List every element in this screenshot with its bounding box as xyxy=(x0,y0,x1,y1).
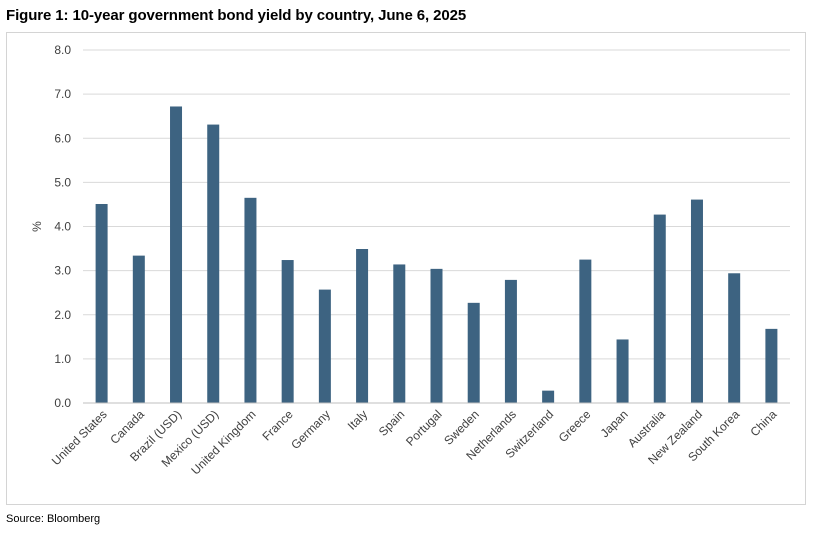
y-tick-label: 0.0 xyxy=(54,396,71,410)
y-axis-label: % xyxy=(30,221,44,232)
y-tick-label: 5.0 xyxy=(54,175,71,189)
x-category-label: Spain xyxy=(376,407,408,439)
bar xyxy=(504,279,517,403)
y-tick-label: 1.0 xyxy=(54,352,71,366)
bar xyxy=(207,124,220,403)
bar xyxy=(690,199,703,403)
y-tick-label: 6.0 xyxy=(54,131,71,145)
x-category-label: United Kingdom xyxy=(188,407,258,477)
bar xyxy=(393,264,406,403)
bar-chart: 0.0 1.0 2.0 3.0 4.0 5.0 6.0 7.0 8.0 % United Sta… xyxy=(30,43,790,478)
bars xyxy=(95,106,778,403)
bar xyxy=(579,259,592,403)
bar xyxy=(170,106,183,403)
source-note: Source: Bloomberg xyxy=(6,513,101,525)
y-tick-label: 8.0 xyxy=(54,43,71,57)
x-category-label: Italy xyxy=(345,407,370,432)
bar xyxy=(728,273,741,403)
gridlines xyxy=(83,49,790,404)
bar xyxy=(132,255,145,403)
bar xyxy=(244,197,257,403)
x-category-label: United States xyxy=(49,407,110,468)
bar xyxy=(467,302,480,403)
bar xyxy=(653,214,666,403)
x-category-label: Japan xyxy=(598,407,631,440)
x-category-label: Greece xyxy=(556,407,594,445)
x-category-label: China xyxy=(747,407,779,439)
bar xyxy=(281,260,294,403)
y-tick-label: 2.0 xyxy=(54,308,71,322)
x-category-label: Germany xyxy=(288,407,333,452)
chart-frame: 0.0 1.0 2.0 3.0 4.0 5.0 6.0 7.0 8.0 % United Sta… xyxy=(6,32,806,505)
bar xyxy=(430,268,443,403)
y-tick-label: 7.0 xyxy=(54,87,71,101)
figure-title: Figure 1: 10-year government bond yield … xyxy=(6,7,467,24)
bar xyxy=(318,289,331,403)
y-tick-label: 3.0 xyxy=(54,264,71,278)
bar xyxy=(765,328,778,403)
bar xyxy=(95,203,108,403)
bar xyxy=(616,339,629,403)
x-category-label: France xyxy=(259,407,296,444)
x-category-label: Portugal xyxy=(403,407,445,449)
bar xyxy=(542,390,555,403)
bar xyxy=(356,249,369,403)
y-axis-ticks: 0.0 1.0 2.0 3.0 4.0 5.0 6.0 7.0 8.0 xyxy=(54,43,71,410)
y-tick-label: 4.0 xyxy=(54,220,71,234)
